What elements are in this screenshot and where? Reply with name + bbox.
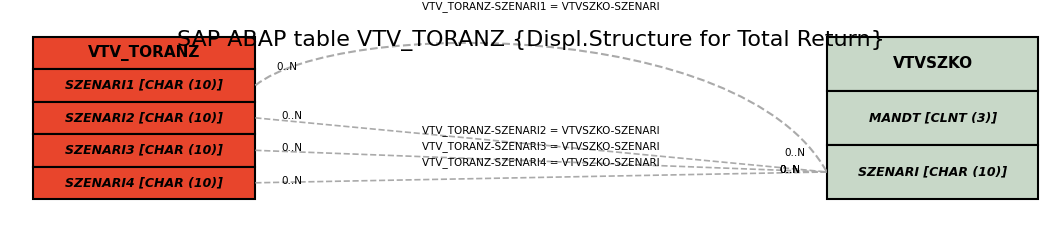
- FancyBboxPatch shape: [33, 134, 256, 167]
- Text: VTVSZKO: VTVSZKO: [892, 56, 973, 71]
- FancyBboxPatch shape: [827, 37, 1039, 91]
- Text: SZENARI3 [CHAR (10)]: SZENARI3 [CHAR (10)]: [66, 144, 223, 157]
- FancyBboxPatch shape: [33, 102, 256, 134]
- Text: 0..N: 0..N: [282, 143, 302, 153]
- Text: VTV_TORANZ-SZENARI1 = VTVSZKO-SZENARI: VTV_TORANZ-SZENARI1 = VTVSZKO-SZENARI: [422, 1, 660, 12]
- Text: SZENARI2 [CHAR (10)]: SZENARI2 [CHAR (10)]: [66, 111, 223, 124]
- FancyBboxPatch shape: [33, 69, 256, 102]
- Text: 0..N: 0..N: [282, 175, 302, 186]
- Text: VTV_TORANZ-SZENARI3 = VTVSZKO-SZENARI: VTV_TORANZ-SZENARI3 = VTVSZKO-SZENARI: [422, 141, 660, 152]
- Text: VTV_TORANZ-SZENARI4 = VTVSZKO-SZENARI: VTV_TORANZ-SZENARI4 = VTVSZKO-SZENARI: [422, 157, 660, 168]
- Text: VTV_TORANZ-SZENARI2 = VTVSZKO-SZENARI: VTV_TORANZ-SZENARI2 = VTVSZKO-SZENARI: [422, 125, 660, 136]
- Text: SAP ABAP table VTV_TORANZ {Displ.Structure for Total Return}: SAP ABAP table VTV_TORANZ {Displ.Structu…: [176, 30, 885, 51]
- Text: SZENARI1 [CHAR (10)]: SZENARI1 [CHAR (10)]: [66, 79, 223, 92]
- FancyBboxPatch shape: [827, 145, 1039, 199]
- Text: 0..N: 0..N: [785, 148, 805, 158]
- FancyBboxPatch shape: [827, 91, 1039, 145]
- Text: MANDT [CLNT (3)]: MANDT [CLNT (3)]: [869, 111, 996, 124]
- Text: 0..N: 0..N: [780, 165, 800, 175]
- Text: 0..N: 0..N: [780, 165, 800, 175]
- Text: VTV_TORANZ: VTV_TORANZ: [88, 45, 201, 61]
- FancyBboxPatch shape: [33, 37, 256, 69]
- Text: 0..N: 0..N: [282, 111, 302, 120]
- Text: SZENARI [CHAR (10)]: SZENARI [CHAR (10)]: [858, 166, 1007, 179]
- Text: SZENARI4 [CHAR (10)]: SZENARI4 [CHAR (10)]: [66, 176, 223, 189]
- FancyBboxPatch shape: [33, 167, 256, 199]
- Text: 0..N: 0..N: [277, 62, 297, 72]
- Text: 0..N: 0..N: [780, 165, 800, 175]
